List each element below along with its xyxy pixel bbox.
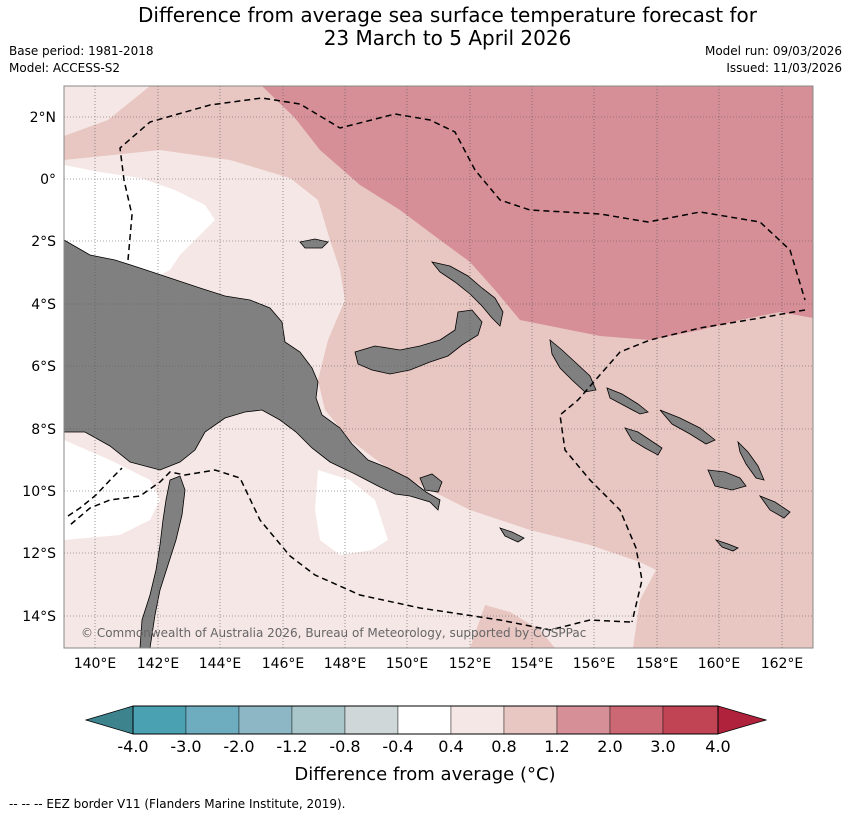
colorbar-bin xyxy=(238,705,293,735)
land-rennell xyxy=(714,539,739,552)
lon-label: 160°E xyxy=(698,656,741,672)
colorbar-tick-label: 0.8 xyxy=(491,737,516,756)
lon-label: 154°E xyxy=(511,656,554,672)
land-new-britain xyxy=(354,309,483,375)
map-area xyxy=(64,86,813,648)
lat-labels: 2°N 0° 2°S 4°S 6°S 8°S 10°S 12°S 14°S xyxy=(22,110,56,625)
issued-date: Issued: 11/03/2026 xyxy=(726,61,842,75)
lon-label: 144°E xyxy=(199,656,242,672)
colorbar-bin xyxy=(291,705,346,735)
lon-label: 158°E xyxy=(636,656,679,672)
model-name: Model: ACCESS-S2 xyxy=(9,61,121,75)
lon-label: 148°E xyxy=(324,656,367,672)
colorbar-tick-label: 0.4 xyxy=(438,737,463,756)
sst-bin-neutral-west xyxy=(64,165,215,275)
lon-label: 156°E xyxy=(573,656,616,672)
land-choiseul xyxy=(606,387,649,415)
lon-label: 142°E xyxy=(137,656,180,672)
sst-bin-neutral-coral xyxy=(315,470,388,555)
colorbar-bin xyxy=(397,705,452,735)
colorbar-bin xyxy=(344,705,399,735)
eez-footnote: -- -- -- EEZ border V11 (Flanders Marine… xyxy=(9,797,346,811)
land-louisiade xyxy=(499,527,525,543)
colorbar xyxy=(84,705,768,735)
land-new-ireland xyxy=(430,261,504,327)
land-new-guinea xyxy=(64,239,441,511)
colorbar-tick-label: -1.2 xyxy=(276,737,307,756)
colorbar-over-arrow xyxy=(717,705,768,735)
colorbar-tick-label: 3.0 xyxy=(650,737,675,756)
base-period: Base period: 1981-2018 xyxy=(9,44,154,58)
land-santa-isabel xyxy=(659,409,716,445)
colorbar-title: Difference from average (°C) xyxy=(294,764,556,785)
chart-title: Difference from average sea surface temp… xyxy=(0,4,850,50)
lon-label: 146°E xyxy=(262,656,305,672)
lat-label: 12°S xyxy=(22,546,56,562)
lat-label: 0° xyxy=(40,172,56,188)
meta-right: Model run: 09/03/2026 Issued: 11/03/2026 xyxy=(705,43,842,77)
land-guadalcanal xyxy=(707,469,747,491)
lat-label: 8°S xyxy=(31,422,56,438)
lon-label: 152°E xyxy=(449,656,492,672)
colorbar-tick-label: -4.0 xyxy=(117,737,148,756)
map-frame xyxy=(63,85,814,649)
lon-label: 150°E xyxy=(386,656,429,672)
lat-label: 2°N xyxy=(30,110,56,126)
copyright-notice: © Commonwealth of Australia 2026, Bureau… xyxy=(81,626,586,640)
colorbar-under-arrow xyxy=(84,705,134,735)
land-malaita xyxy=(737,440,765,481)
land-bougainville xyxy=(549,339,597,393)
lon-labels: 140°E 142°E 144°E 146°E 148°E 150°E 152°… xyxy=(74,656,804,672)
colorbar-bin xyxy=(132,705,187,735)
land-new-georgia xyxy=(624,427,663,456)
lat-label: 2°S xyxy=(31,234,56,250)
colorbar-tick-label: -0.4 xyxy=(382,737,413,756)
colorbar-tick-label: -3.0 xyxy=(170,737,201,756)
land-makira xyxy=(758,495,791,519)
colorbar-tick-label: -0.8 xyxy=(329,737,360,756)
colorbar-bin xyxy=(609,705,664,735)
colorbar-bin xyxy=(662,705,719,735)
colorbar-tick-labels: -4.0 -3.0 -2.0 -1.2 -0.8 -0.4 0.4 0.8 1.… xyxy=(117,737,730,756)
colorbar-bin xyxy=(503,705,558,735)
title-line-1: Difference from average sea surface temp… xyxy=(137,3,757,27)
lon-label: 162°E xyxy=(761,656,804,672)
model-run: Model run: 09/03/2026 xyxy=(704,44,842,58)
colorbar-tick-label: 4.0 xyxy=(705,737,730,756)
meta-left: Base period: 1981-2018 Model: ACCESS-S2 xyxy=(9,43,154,77)
sst-bin-1.2-2.0 xyxy=(262,86,813,340)
land-cape-york xyxy=(139,475,186,648)
lat-label: 6°S xyxy=(31,359,56,375)
colorbar-tick-label: -2.0 xyxy=(223,737,254,756)
title-line-2: 23 March to 5 April 2026 xyxy=(323,26,572,50)
colorbar-tick-label: 2.0 xyxy=(597,737,622,756)
colorbar-frame xyxy=(132,705,719,735)
colorbar-bin xyxy=(185,705,240,735)
sst-bin-neutral-sw xyxy=(64,440,160,540)
sst-bin-0.4-0.8 xyxy=(64,86,656,648)
lat-label: 14°S xyxy=(22,609,56,625)
colorbar-bin xyxy=(450,705,505,735)
lon-label: 140°E xyxy=(74,656,117,672)
lat-label: 4°S xyxy=(31,297,56,313)
land-dentrecasteaux xyxy=(419,473,443,493)
graticule xyxy=(64,86,813,648)
colorbar-tick-label: 1.2 xyxy=(544,737,569,756)
sst-bin-0.8-1.2-south xyxy=(470,605,555,648)
eez-borders xyxy=(67,97,806,631)
colorbar-bin xyxy=(556,705,611,735)
lat-label: 10°S xyxy=(22,484,56,500)
